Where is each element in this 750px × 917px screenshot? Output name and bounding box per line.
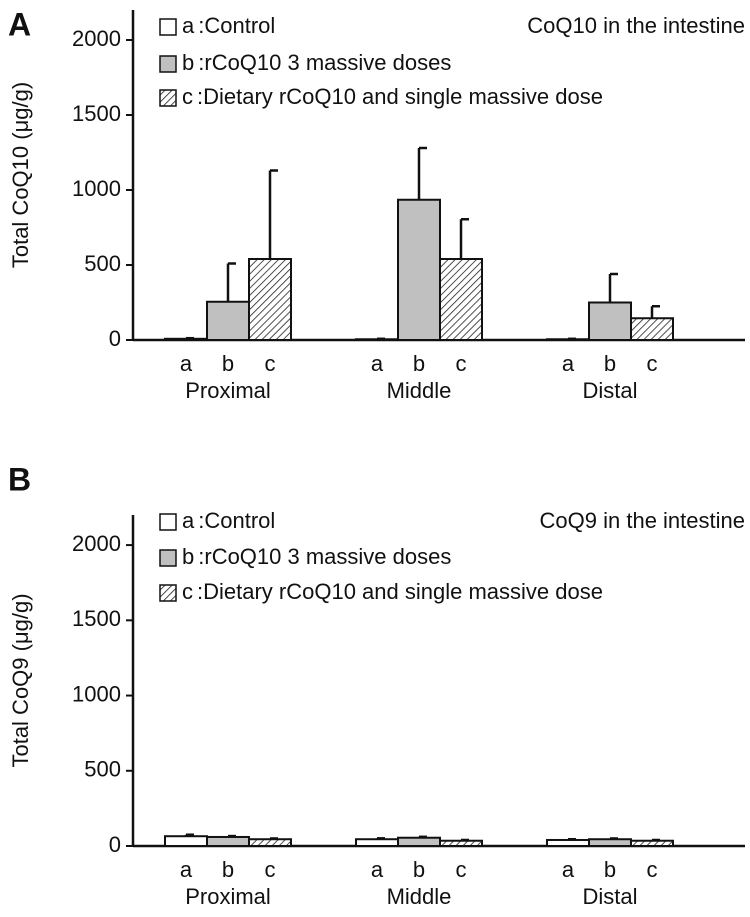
bar-letter: b xyxy=(222,351,234,376)
legend-letter: a xyxy=(182,508,195,533)
y-tick-label: 2000 xyxy=(72,531,121,556)
legend-letter: b xyxy=(182,544,194,569)
y-tick-label: 500 xyxy=(84,251,121,276)
legend-letter: c xyxy=(182,579,193,604)
y-axis-label: Total CoQ10 (μg/g) xyxy=(8,82,33,268)
legend-letter: a xyxy=(182,13,195,38)
x-category-label: Middle xyxy=(387,378,452,403)
bar xyxy=(630,839,674,847)
legend-entry: a:Control xyxy=(182,13,275,38)
bar-letter: b xyxy=(604,351,616,376)
y-tick-label: 2000 xyxy=(72,26,121,51)
bar xyxy=(439,839,483,847)
bar-letter: a xyxy=(371,857,384,882)
legend-swatch xyxy=(159,18,177,36)
legend-name: :Control xyxy=(198,508,275,533)
bar-letter: b xyxy=(413,351,425,376)
bar-letter: c xyxy=(647,351,658,376)
bar-letter: a xyxy=(371,351,384,376)
bar-letter: c xyxy=(265,857,276,882)
legend-name: :Control xyxy=(198,13,275,38)
x-category-label: Distal xyxy=(582,378,637,403)
x-category-label: Proximal xyxy=(185,884,271,909)
bar xyxy=(546,338,590,341)
panel-label: A xyxy=(8,6,31,42)
bar-letter: a xyxy=(562,351,575,376)
y-tick-label: 0 xyxy=(109,832,121,857)
bar-letter: b xyxy=(222,857,234,882)
bar xyxy=(546,838,590,847)
bar-letter: b xyxy=(413,857,425,882)
bar-letter: c xyxy=(456,351,467,376)
legend-entry: b:rCoQ10 3 massive doses xyxy=(182,544,451,569)
bar xyxy=(397,198,441,341)
bar xyxy=(164,337,208,341)
bar xyxy=(397,836,441,847)
bar xyxy=(206,835,250,847)
bar xyxy=(164,835,208,848)
chart-title: CoQ10 in the intestine xyxy=(527,13,745,38)
legend-swatch xyxy=(159,55,177,73)
bar-letter: c xyxy=(456,857,467,882)
x-category-label: Distal xyxy=(582,884,637,909)
bar xyxy=(248,838,292,848)
bar xyxy=(248,258,292,341)
legend-name: :Dietary rCoQ10 and single massive dose xyxy=(197,84,603,109)
legend-swatch xyxy=(159,549,177,567)
legend-entry: c:Dietary rCoQ10 and single massive dose xyxy=(182,84,603,109)
legend-entry: c:Dietary rCoQ10 and single massive dose xyxy=(182,579,603,604)
bar xyxy=(630,317,674,341)
y-axis-label: Total CoQ9 (μg/g) xyxy=(8,593,33,767)
legend-letter: c xyxy=(182,84,193,109)
panel-label: B xyxy=(8,461,31,497)
legend-swatch xyxy=(159,584,177,602)
y-tick-label: 1500 xyxy=(72,101,121,126)
x-category-label: Proximal xyxy=(185,378,271,403)
legend-name: :rCoQ10 3 massive doses xyxy=(198,50,451,75)
bar xyxy=(439,258,483,341)
y-tick-label: 1500 xyxy=(72,606,121,631)
bar-letter: a xyxy=(562,857,575,882)
bar xyxy=(206,300,250,341)
legend-swatch xyxy=(159,513,177,531)
y-tick-label: 500 xyxy=(84,757,121,782)
y-tick-label: 0 xyxy=(109,326,121,351)
bar xyxy=(355,338,399,341)
bar xyxy=(355,838,399,848)
y-tick-label: 1000 xyxy=(72,176,121,201)
bar-letter: b xyxy=(604,857,616,882)
legend-name: :rCoQ10 3 massive doses xyxy=(198,544,451,569)
legend-entry: a:Control xyxy=(182,508,275,533)
bar xyxy=(588,838,632,848)
legend-swatch xyxy=(159,89,177,107)
bar-letter: a xyxy=(180,351,193,376)
chart-title: CoQ9 in the intestine xyxy=(540,508,745,533)
bar-letter: c xyxy=(647,857,658,882)
legend-name: :Dietary rCoQ10 and single massive dose xyxy=(197,579,603,604)
y-tick-label: 1000 xyxy=(72,681,121,706)
x-category-label: Middle xyxy=(387,884,452,909)
legend-letter: b xyxy=(182,50,194,75)
bar-letter: c xyxy=(265,351,276,376)
bar xyxy=(588,301,632,341)
legend-entry: b:rCoQ10 3 massive doses xyxy=(182,50,451,75)
bar-letter: a xyxy=(180,857,193,882)
